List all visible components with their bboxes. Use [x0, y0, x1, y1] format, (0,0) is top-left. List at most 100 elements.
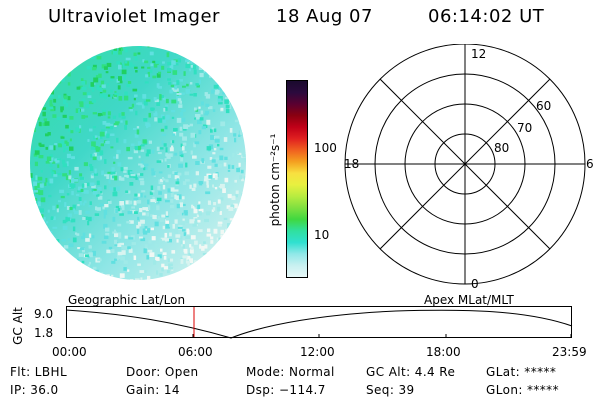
- globe-pixel: [111, 249, 115, 253]
- globe-pixel: [189, 123, 193, 127]
- globe-pixel: [94, 269, 99, 273]
- globe-pixel: [205, 110, 210, 115]
- globe-pixel: [49, 231, 53, 235]
- globe-pixel: [230, 93, 235, 98]
- globe-pixel: [189, 244, 192, 248]
- globe-pixel: [90, 147, 96, 150]
- globe-pixel: [105, 274, 110, 278]
- globe-pixel: [79, 176, 84, 180]
- globe-pixel: [215, 266, 220, 271]
- globe-pixel: [218, 67, 222, 73]
- globe-pixel: [164, 158, 167, 162]
- globe-pixel: [101, 84, 106, 88]
- globe-pixel: [60, 59, 65, 64]
- globe-pixel: [67, 82, 71, 86]
- globe-pixel: [174, 171, 178, 176]
- globe-pixel: [118, 96, 123, 101]
- globe-pixel: [238, 134, 241, 137]
- globe-pixel: [231, 262, 235, 266]
- globe-pixel: [162, 178, 166, 181]
- globe-pixel: [133, 174, 137, 179]
- globe-pixel: [77, 204, 80, 207]
- globe-pixel: [56, 64, 60, 68]
- globe-pixel: [110, 76, 115, 79]
- timeline-y-axis-label: GC Alt: [11, 307, 25, 345]
- globe-pixel: [103, 66, 108, 70]
- globe-pixel: [88, 216, 92, 222]
- globe-pixel: [241, 193, 245, 197]
- globe-pixel: [106, 133, 110, 139]
- globe-pixel: [40, 73, 44, 79]
- globe-pixel: [151, 236, 156, 241]
- globe-pixel: [205, 191, 209, 194]
- globe-pixel: [214, 52, 220, 57]
- globe-pixel: [134, 66, 138, 69]
- globe-pixel: [167, 188, 173, 193]
- globe-pixel: [36, 117, 40, 121]
- globe-pixel: [247, 207, 248, 210]
- globe-pixel: [156, 205, 160, 211]
- globe-pixel: [173, 63, 179, 66]
- globe-pixel: [78, 197, 82, 201]
- globe-pixel: [58, 53, 61, 57]
- globe-pixel: [170, 140, 173, 144]
- globe-pixel: [197, 271, 200, 274]
- globe-pixel: [58, 74, 64, 77]
- globe-pixel: [110, 171, 116, 175]
- globe-pixel: [117, 232, 122, 237]
- globe-pixel: [237, 84, 241, 88]
- globe-pixel: [89, 128, 93, 132]
- globe-pixel: [198, 106, 201, 109]
- globe-pixel: [209, 75, 214, 78]
- globe-pixel: [184, 251, 188, 254]
- globe-pixel: [158, 191, 162, 195]
- globe-pixel: [111, 167, 115, 172]
- globe-pixel: [198, 130, 202, 135]
- globe-pixel: [31, 59, 36, 62]
- globe-pixel: [55, 241, 58, 244]
- globe-pixel: [103, 223, 108, 229]
- globe-pixel: [218, 263, 222, 268]
- globe-pixel: [35, 147, 40, 151]
- globe-pixel: [194, 107, 197, 111]
- globe-pixel: [210, 128, 213, 133]
- globe-pixel: [123, 95, 129, 101]
- globe-pixel: [124, 47, 128, 53]
- globe-pixel: [211, 159, 216, 163]
- globe-pixel: [49, 160, 53, 163]
- globe-pixel: [170, 198, 174, 203]
- globe-pixel: [236, 271, 239, 274]
- globe-pixel: [132, 64, 136, 67]
- globe-pixel: [115, 186, 120, 191]
- globe-pixel: [33, 225, 38, 231]
- globe-pixel: [124, 61, 128, 64]
- globe-pixel: [140, 261, 144, 267]
- globe-pixel: [152, 215, 157, 219]
- globe-pixel: [51, 161, 56, 164]
- globe-pixel: [134, 133, 139, 138]
- globe-pixel: [227, 156, 231, 159]
- globe-pixel: [68, 175, 72, 180]
- globe-pixel: [191, 204, 194, 209]
- globe-pixel: [75, 108, 79, 113]
- globe-pixel: [102, 89, 107, 93]
- globe-pixel: [218, 280, 222, 282]
- globe-pixel: [151, 190, 155, 193]
- globe-pixel: [131, 206, 135, 209]
- globe-pixel: [111, 274, 114, 278]
- globe-pixel: [39, 54, 44, 60]
- globe-pixel: [116, 149, 121, 154]
- globe-pixel: [56, 62, 61, 66]
- globe-pixel: [140, 219, 145, 224]
- globe-pixel: [225, 63, 230, 69]
- globe-pixel: [147, 275, 151, 280]
- globe-pixel: [238, 162, 241, 167]
- globe-pixel: [31, 49, 37, 53]
- globe-pixel: [41, 77, 45, 82]
- globe-pixel: [232, 221, 236, 226]
- globe-pixel: [185, 63, 191, 69]
- globe-pixel: [31, 280, 35, 282]
- globe-pixel: [36, 62, 40, 65]
- globe-pixel: [196, 85, 200, 88]
- globe-pixel: [56, 158, 62, 161]
